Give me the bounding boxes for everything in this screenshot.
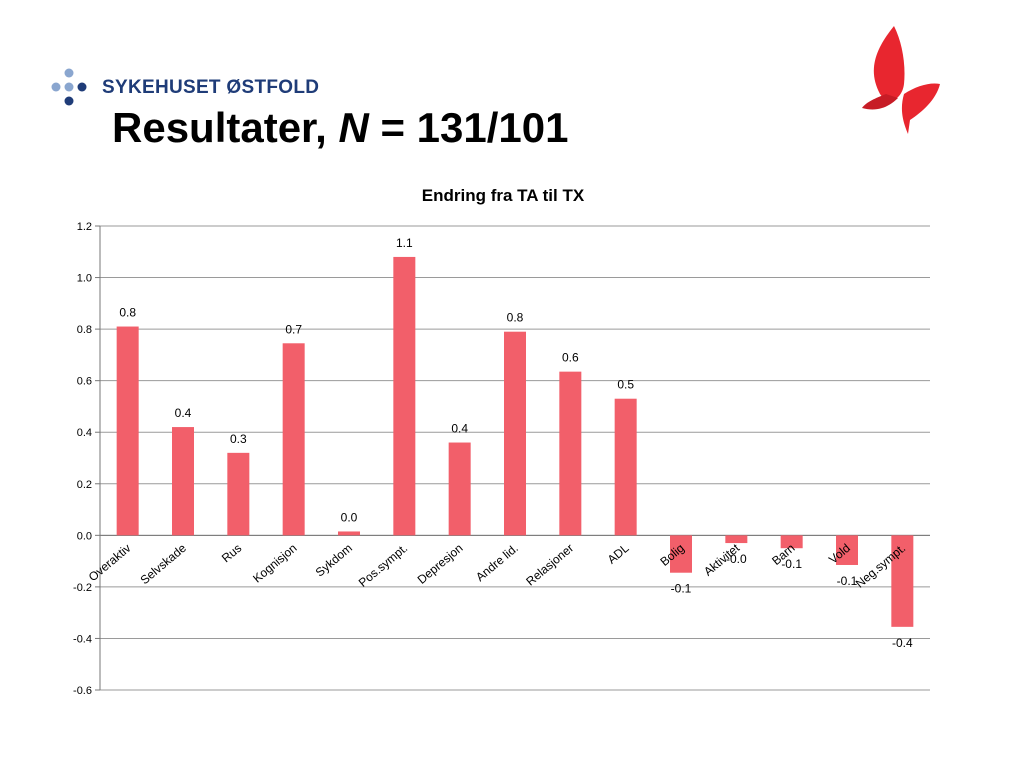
brand-flame-icon <box>862 26 940 134</box>
bar <box>393 256 416 536</box>
bar <box>670 535 692 573</box>
data-label: 0.8 <box>119 306 136 320</box>
title-prefix: Resultater, <box>112 104 339 151</box>
data-label: 0.7 <box>285 322 302 336</box>
org-logo: SYKEHUSET ØSTFOLD <box>50 68 319 108</box>
y-tick-label: -0.4 <box>73 633 92 645</box>
bar <box>448 442 471 536</box>
data-label: 0.4 <box>175 406 192 420</box>
bar <box>282 343 305 536</box>
category-label: Overaktiv <box>86 541 134 584</box>
data-label: 0.0 <box>341 510 358 524</box>
logo-dots-icon <box>51 68 87 106</box>
bar <box>338 531 360 536</box>
chart-title: Endring fra TA til TX <box>422 186 585 205</box>
y-tick-label: -0.2 <box>73 582 92 594</box>
bar <box>891 535 914 627</box>
data-label: 0.4 <box>451 422 468 436</box>
data-label: 0.8 <box>507 311 524 325</box>
y-tick-label: 0.6 <box>77 376 92 388</box>
y-tick-label: 1.0 <box>77 273 92 285</box>
y-tick-label: 0.2 <box>77 479 92 491</box>
bar <box>780 535 803 549</box>
bar <box>504 331 526 536</box>
bar-chart: Endring fra TA til TX 1.2 1.0 0.8 0.6 0.4 0.2… <box>73 186 930 697</box>
y-tick-label: 0.0 <box>77 530 92 542</box>
y-tick-label: 0.4 <box>77 427 92 439</box>
category-label: Selvskade <box>138 541 190 588</box>
bar <box>559 371 582 536</box>
data-label: 1.1 <box>396 236 413 250</box>
bar <box>116 326 139 536</box>
bar <box>836 535 858 565</box>
category-label: Andre lid. <box>473 541 521 584</box>
data-label: 0.3 <box>230 432 247 446</box>
bar <box>172 427 194 536</box>
page-title: Resultater, N = 131/101 <box>112 104 568 152</box>
y-tick-label: 0.8 <box>77 324 92 336</box>
y-tick-label: -0.6 <box>73 685 92 697</box>
bar <box>227 452 250 536</box>
data-label: -0.4 <box>892 636 913 650</box>
title-suffix: = 131/101 <box>368 104 569 151</box>
category-label: Kognisjon <box>250 541 299 586</box>
y-tick-label: 1.2 <box>77 221 92 233</box>
category-label: Sykdom <box>313 541 355 580</box>
data-label: 0.5 <box>617 378 634 392</box>
data-label: -0.1 <box>671 582 692 596</box>
category-label: Relasjoner <box>523 541 576 589</box>
bar <box>614 398 637 536</box>
org-name: SYKEHUSET ØSTFOLD <box>102 77 320 98</box>
category-label: ADL <box>605 541 632 567</box>
data-label: -0.1 <box>837 574 858 588</box>
category-label: Pos.sympt. <box>356 541 410 590</box>
data-label: -0.0 <box>726 552 747 566</box>
category-label: Depresjon <box>415 541 466 587</box>
category-label: Rus <box>219 541 244 565</box>
data-label: -0.1 <box>781 557 802 571</box>
data-label: 0.6 <box>562 351 579 365</box>
title-n: N <box>338 104 369 151</box>
bar <box>725 535 748 544</box>
